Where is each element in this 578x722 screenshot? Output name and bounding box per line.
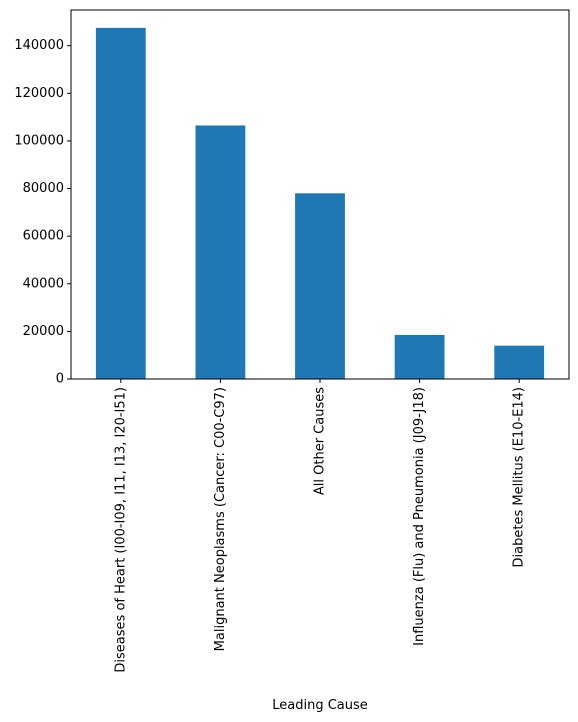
bar [195,125,246,379]
y-tick-label: 120000 [14,86,64,101]
y-axis: 0 20000 40000 60000 80000 100000 120000 140000 [14,38,71,387]
bar [394,334,445,379]
y-tick-label: 100000 [14,133,64,148]
y-tick-label: 20000 [23,324,64,339]
bar [95,27,146,380]
x-tick-label: Malignant Neoplasms (Cancer: C00-C97) [213,387,228,651]
x-tick-label: Influenza (Flu) and Pneumonia (J09-J18) [412,387,427,646]
y-tick-label: 80000 [23,181,64,196]
x-axis: Diseases of Heart (I00-I09, I11, I13, I2… [113,379,527,673]
y-tick-label: 60000 [23,229,64,244]
bar [295,193,345,379]
y-tick-label: 0 [56,372,64,387]
plot-frame [70,9,570,380]
x-axis-label: Leading Cause [272,698,368,713]
bar [494,345,545,379]
y-tick-label: 40000 [23,276,64,291]
y-tick-label: 140000 [14,38,64,53]
x-tick-label: Diabetes Mellitus (E10-E14) [512,387,527,567]
bars-group [95,27,545,380]
x-tick-label: All Other Causes [313,387,328,495]
x-tick-label: Diseases of Heart (I00-I09, I11, I13, I2… [113,387,128,673]
